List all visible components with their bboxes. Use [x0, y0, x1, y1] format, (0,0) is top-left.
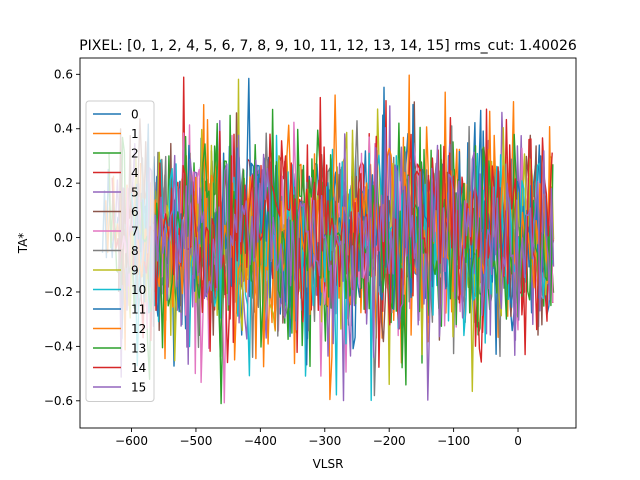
y-axis-label: TA*: [16, 233, 30, 255]
x-tick-label: −100: [437, 434, 470, 448]
plot-frame: [79, 57, 577, 429]
legend-label-14: 14: [131, 361, 146, 375]
y-tick-label: 0.2: [54, 176, 73, 190]
chart-title: PIXEL: [0, 1, 2, 4, 5, 6, 7, 8, 9, 10, 1…: [79, 38, 577, 54]
series-line-15: [146, 127, 555, 401]
y-tick-label: −0.6: [44, 394, 73, 408]
y-axis: −0.6 −0.4 −0.2 0.0 0.2 0.4 0.6: [44, 67, 80, 408]
legend-label-11: 11: [131, 303, 146, 317]
series-layer: [101, 74, 555, 405]
legend-label-4: 4: [131, 166, 139, 180]
y-tick-label: 0.4: [54, 122, 73, 136]
x-tick-label: −200: [373, 434, 406, 448]
y-tick-label: 0.0: [54, 231, 73, 245]
legend-label-0: 0: [131, 108, 139, 122]
legend-label-2: 2: [131, 147, 139, 161]
legend-label-8: 8: [131, 244, 139, 258]
x-tick-label: −600: [115, 434, 148, 448]
legend-label-15: 15: [131, 381, 146, 395]
legend-label-13: 13: [131, 342, 146, 356]
x-axis-label: VLSR: [313, 457, 344, 471]
x-tick-label: −400: [244, 434, 277, 448]
legend-label-5: 5: [131, 186, 139, 200]
series-line-14: [143, 96, 553, 364]
x-tick-label: −500: [179, 434, 212, 448]
legend-label-7: 7: [131, 225, 139, 239]
x-axis: −600 −500 −400 −300 −200 −100 0: [115, 428, 522, 448]
y-tick-label: 0.6: [54, 67, 73, 81]
legend-label-1: 1: [131, 127, 139, 141]
y-tick-label: −0.2: [44, 285, 73, 299]
y-tick-label: −0.4: [44, 339, 73, 353]
legend-label-9: 9: [131, 264, 139, 278]
legend-label-10: 10: [131, 283, 146, 297]
legend-label-12: 12: [131, 322, 146, 336]
x-tick-label: 0: [514, 434, 522, 448]
x-tick-label: −300: [308, 434, 341, 448]
legend-label-6: 6: [131, 205, 139, 219]
